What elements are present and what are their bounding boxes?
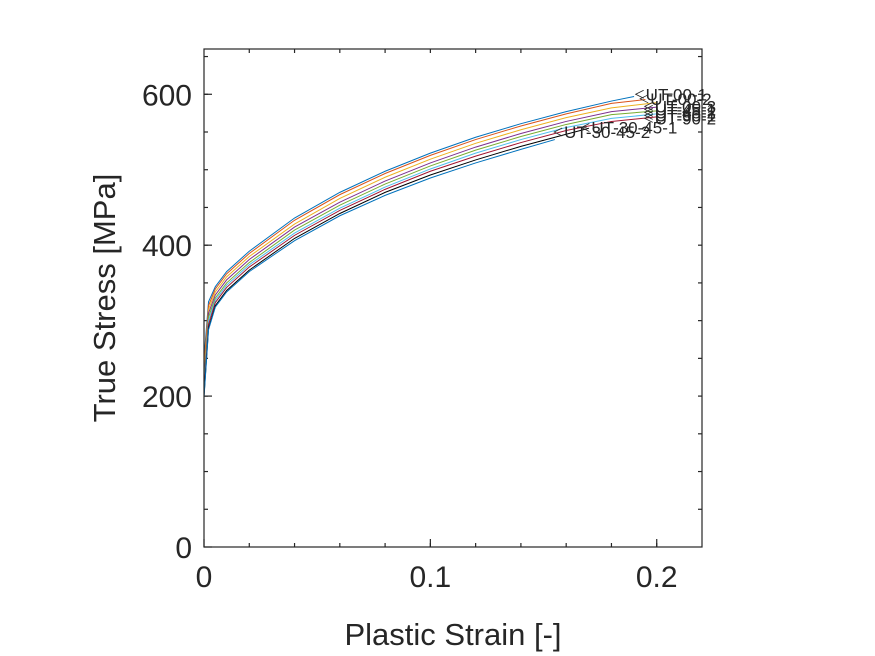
label-pointer [643, 108, 653, 117]
curve-labels-layer: UT-00-1UT-00-2UT-00-3UT-45-1UT-45-2UT-90… [553, 85, 716, 142]
x-tick-label: 0.1 [410, 561, 452, 594]
x-tick-label: 0 [196, 561, 213, 594]
series-line [203, 102, 657, 374]
ticks-layer: 0 0.1 0.2 0 200 400 600 [142, 49, 702, 594]
label-pointer [643, 114, 653, 123]
curve-label: UT-90-1 [655, 106, 716, 125]
label-pointer [580, 123, 590, 132]
curve-label: UT-45-2 [655, 103, 716, 122]
y-tick-label: 400 [142, 230, 192, 263]
series-line [203, 99, 646, 366]
series-line [203, 127, 589, 397]
curve-label: UT-45-1 [655, 100, 716, 119]
curve-label: UT-00-2 [650, 90, 711, 109]
label-pointer [634, 89, 644, 99]
y-tick-label: 0 [175, 532, 192, 565]
y-tick-label: 200 [142, 381, 192, 414]
y-tick-label: 600 [142, 79, 192, 112]
y-axis-label: True Stress [MPa] [87, 174, 122, 423]
series-line [203, 116, 657, 393]
label-pointer [639, 94, 649, 104]
label-pointer [643, 111, 653, 120]
curve-label: UT-00-1 [646, 85, 707, 104]
series-line [203, 106, 657, 382]
series-line [203, 139, 555, 398]
series-line [203, 96, 635, 359]
plot-area-frame [203, 48, 703, 548]
x-axis-label: Plastic Strain [-] [344, 617, 561, 652]
curve-label: UT-00-3 [655, 97, 716, 116]
label-pointer [553, 127, 563, 137]
curve-label: UT-30-45-2 [564, 123, 650, 142]
series-line [203, 110, 657, 385]
x-tick-label: 0.2 [636, 561, 678, 594]
curve-label: UT-90-2 [655, 109, 716, 128]
label-pointer [643, 105, 653, 114]
curve-label: UT-30-45-1 [591, 118, 677, 137]
label-pointer [643, 101, 653, 111]
